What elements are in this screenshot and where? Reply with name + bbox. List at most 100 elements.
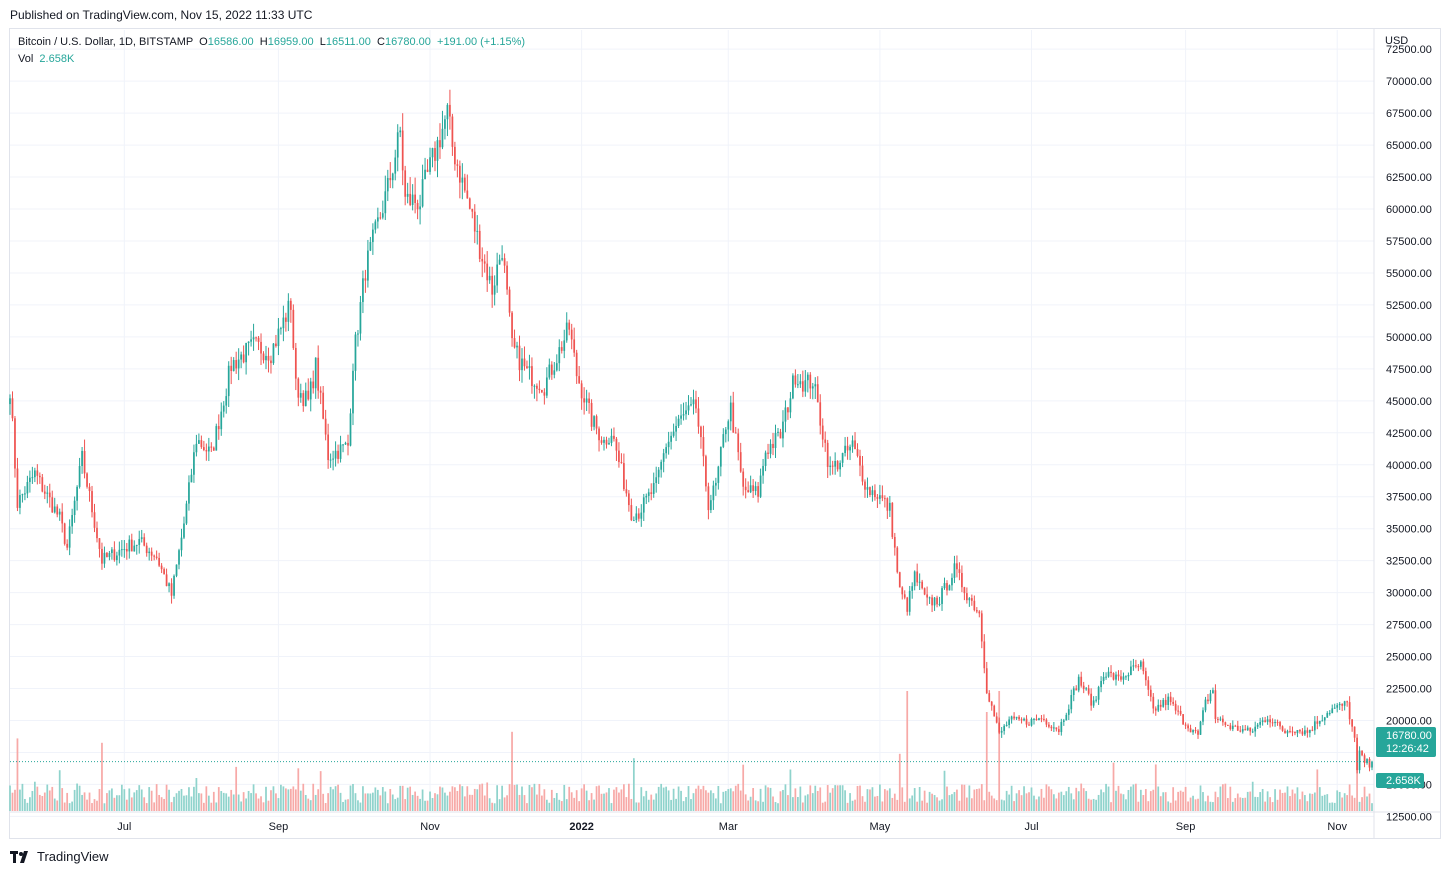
volume-bar (600, 793, 603, 811)
candle-body (538, 388, 541, 390)
candle-body (1286, 730, 1289, 734)
candle-body (968, 598, 971, 601)
volume-bar (928, 791, 931, 811)
volume-bar (970, 798, 973, 811)
volume-bar (83, 792, 86, 811)
volume-bar (237, 794, 240, 811)
candle-body (386, 178, 389, 192)
candle-body (116, 555, 118, 561)
volume-bar (1336, 790, 1339, 811)
volume-bar (618, 792, 620, 811)
volume-bar (682, 801, 685, 811)
candle-body (389, 178, 392, 181)
volume-bar (16, 738, 19, 811)
volume-bar (792, 797, 794, 811)
price-tick-label: 60000.00 (1386, 204, 1432, 216)
volume-bar (1105, 783, 1107, 811)
volume-bar (332, 789, 334, 811)
volume-bar (198, 793, 200, 811)
volume-bar (329, 786, 332, 811)
candle-body (1296, 730, 1299, 734)
volume-bar (560, 801, 563, 811)
volume-bar (419, 798, 421, 811)
volume-bar (714, 798, 717, 811)
candle-body (966, 593, 968, 601)
candle-body (240, 354, 243, 360)
volume-bar (645, 790, 648, 811)
volume-bar (158, 794, 160, 811)
volume-bar (357, 800, 359, 811)
volume-bar (1038, 796, 1040, 811)
volume-bar (1244, 797, 1247, 811)
candle-body (163, 569, 165, 575)
candle-body (1095, 699, 1097, 701)
candle-body (128, 539, 131, 552)
candle-body (367, 250, 369, 281)
volume-bar (1112, 762, 1115, 811)
volume-bar (732, 791, 735, 811)
volume-bar (747, 800, 750, 811)
candle-body (829, 465, 832, 467)
tradingview-logo[interactable]: TradingView (10, 849, 109, 864)
candle-body (615, 438, 618, 451)
candle-body (605, 439, 608, 445)
volume-bar (1353, 797, 1356, 811)
volume-bar (1187, 801, 1189, 811)
volume-bar (1077, 791, 1080, 811)
candle-body (312, 381, 315, 389)
candle-body (1361, 750, 1363, 756)
candle-body (692, 399, 695, 405)
candle-body (608, 442, 610, 445)
candle-body (593, 416, 595, 427)
volume-bar (61, 788, 64, 811)
volume-bar (491, 802, 494, 811)
candle-body (1035, 718, 1038, 721)
candle-body (220, 411, 223, 430)
candle-body (583, 398, 585, 403)
volume-bar (252, 784, 255, 811)
chart-pane[interactable] (9, 28, 1441, 839)
volume-bar (637, 802, 640, 811)
price-tick-label: 67500.00 (1386, 108, 1432, 120)
volume-bar (1115, 790, 1117, 811)
volume-bar (787, 795, 789, 811)
candle-body (1164, 699, 1167, 705)
volume-bar (391, 794, 394, 811)
candle-body (682, 414, 685, 416)
candle-body (1187, 725, 1189, 729)
volume-bar (282, 786, 285, 811)
candle-body (1157, 704, 1160, 711)
candle-body (287, 300, 290, 322)
candle-body (237, 359, 240, 369)
candle-body (886, 498, 889, 511)
volume-bar (1152, 789, 1155, 811)
candle-body (1323, 717, 1326, 721)
volume-bar (804, 795, 807, 811)
volume-bar (421, 789, 424, 811)
volume-bar (869, 789, 871, 811)
candle-body (717, 466, 720, 483)
candle-body (354, 334, 357, 371)
volume-bar (1351, 795, 1353, 811)
volume-bar (53, 798, 56, 811)
volume-bar (953, 792, 956, 811)
candle-body (670, 435, 672, 442)
candle-body (1204, 699, 1207, 711)
candle-body (349, 413, 352, 446)
candle-body (1222, 718, 1224, 723)
volume-bar (1159, 796, 1162, 811)
candle-body (869, 487, 871, 496)
candle-body (83, 450, 86, 474)
candle-body (652, 482, 655, 494)
volume-bar (1067, 786, 1070, 811)
volume-bar (995, 800, 998, 811)
volume-bar (1147, 801, 1150, 811)
volume-bar (933, 795, 936, 811)
candle-body (1356, 737, 1358, 771)
volume-bar (777, 803, 779, 811)
candle-body (143, 537, 146, 546)
volume-bar (202, 802, 205, 811)
volume-bar (347, 799, 349, 811)
volume-bar (41, 795, 44, 811)
